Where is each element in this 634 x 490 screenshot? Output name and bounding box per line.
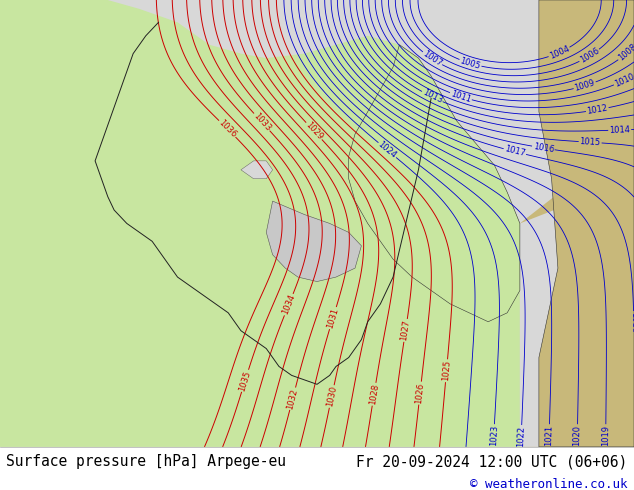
Text: 1007: 1007 — [421, 49, 444, 68]
Text: 1033: 1033 — [251, 111, 273, 133]
Text: 1005: 1005 — [459, 56, 482, 71]
Text: 1018: 1018 — [629, 312, 634, 333]
Text: 1017: 1017 — [503, 145, 526, 159]
Polygon shape — [0, 0, 520, 447]
Text: 1011: 1011 — [450, 89, 472, 104]
Text: 1024: 1024 — [377, 140, 398, 160]
Text: 1023: 1023 — [489, 425, 499, 446]
Text: 1030: 1030 — [325, 385, 339, 408]
Text: 1019: 1019 — [601, 425, 611, 446]
Text: 1032: 1032 — [286, 388, 300, 410]
Text: 1035: 1035 — [238, 369, 252, 392]
Text: 1020: 1020 — [573, 425, 582, 446]
Polygon shape — [368, 0, 634, 447]
Text: 1012: 1012 — [586, 103, 609, 116]
Text: 1029: 1029 — [304, 120, 325, 142]
Polygon shape — [241, 161, 273, 179]
Text: 1009: 1009 — [573, 78, 596, 93]
Text: 1014: 1014 — [609, 125, 630, 135]
Polygon shape — [0, 0, 634, 447]
Text: 1025: 1025 — [441, 360, 452, 382]
Text: 1027: 1027 — [399, 319, 411, 342]
Text: 1036: 1036 — [217, 118, 238, 140]
Text: Surface pressure [hPa] Arpege-eu: Surface pressure [hPa] Arpege-eu — [6, 454, 287, 469]
Text: 1006: 1006 — [578, 47, 601, 65]
Text: 1028: 1028 — [368, 383, 380, 405]
Text: 1013: 1013 — [421, 88, 444, 105]
Text: 1010: 1010 — [613, 72, 634, 89]
Text: Fr 20-09-2024 12:00 UTC (06+06): Fr 20-09-2024 12:00 UTC (06+06) — [356, 454, 628, 469]
Text: 1031: 1031 — [325, 307, 340, 329]
Text: 1034: 1034 — [281, 293, 297, 316]
Text: 1008: 1008 — [616, 42, 634, 63]
Text: 1022: 1022 — [516, 426, 526, 447]
Polygon shape — [266, 201, 361, 282]
Polygon shape — [520, 134, 634, 447]
Polygon shape — [349, 45, 520, 322]
Text: 1021: 1021 — [544, 425, 554, 446]
Text: 1004: 1004 — [548, 44, 571, 61]
Text: 1026: 1026 — [415, 382, 425, 404]
Text: © weatheronline.co.uk: © weatheronline.co.uk — [470, 478, 628, 490]
Text: 1016: 1016 — [533, 142, 555, 154]
Text: 1015: 1015 — [579, 137, 601, 147]
Polygon shape — [539, 0, 634, 447]
